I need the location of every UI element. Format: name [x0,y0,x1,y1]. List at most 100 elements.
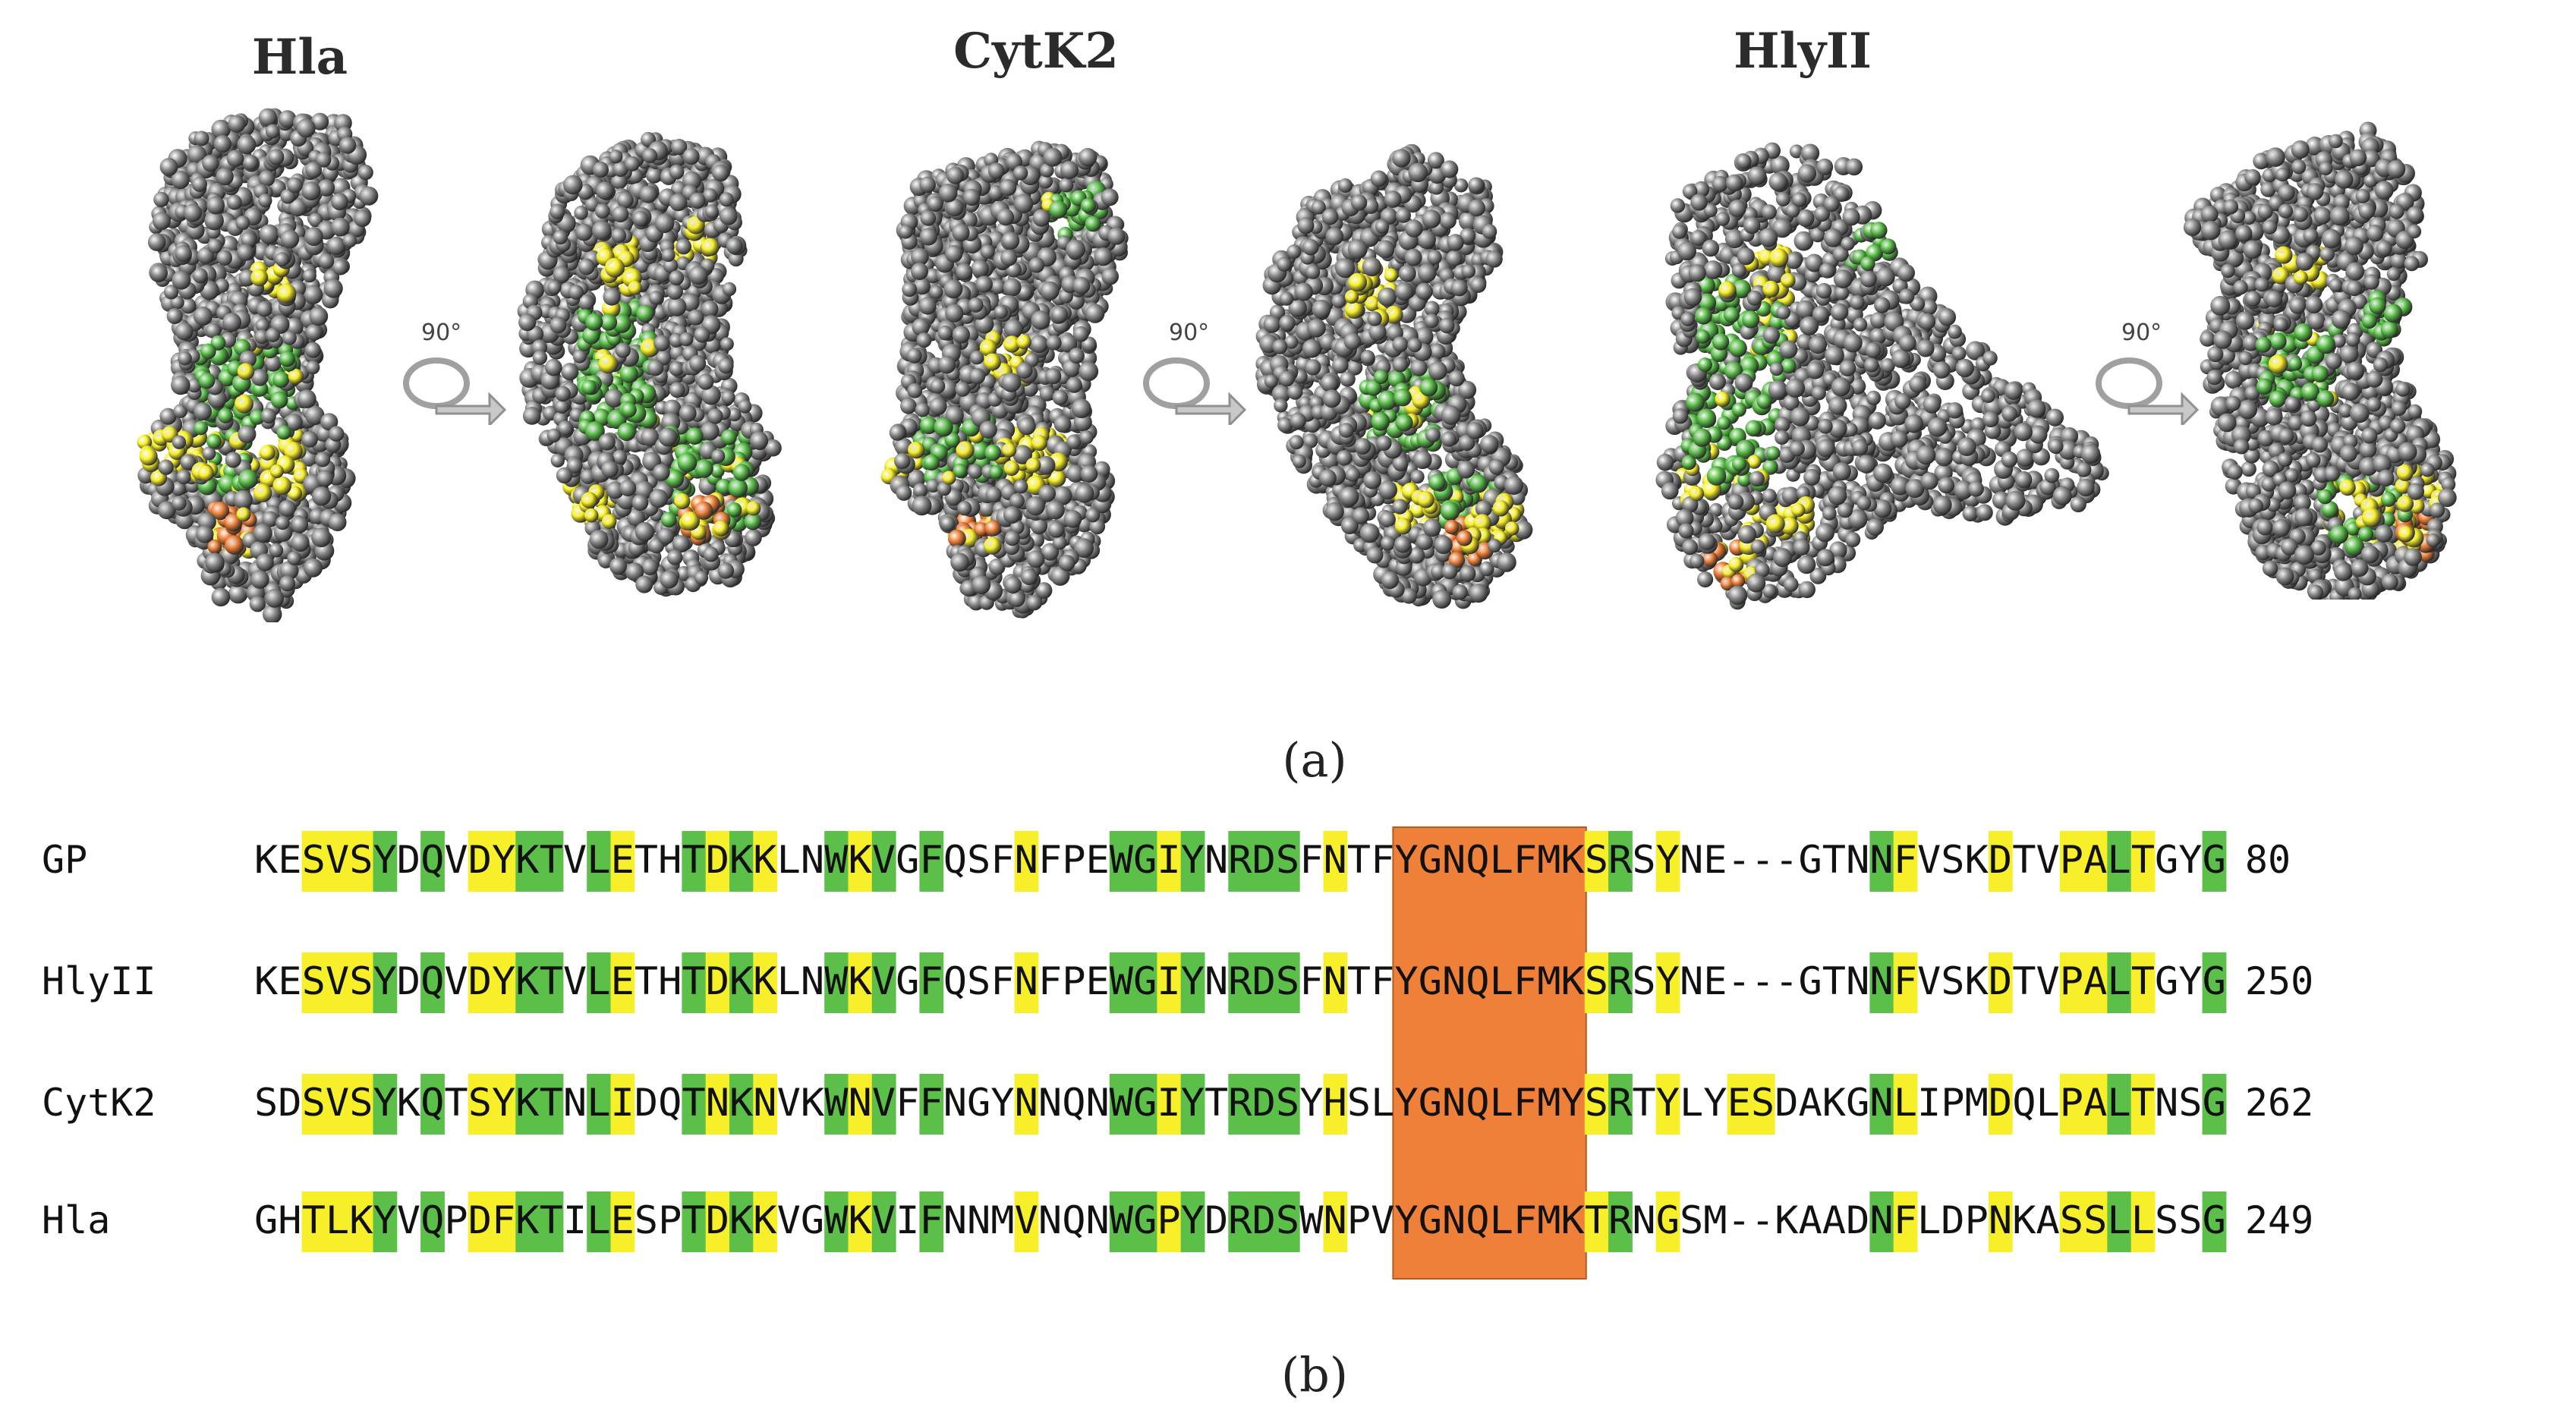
atom-sphere [316,152,332,168]
atom-sphere [688,309,704,326]
structure-title-hla: Hla [251,29,348,86]
atom-sphere [601,514,617,529]
atom-sphere [242,154,259,171]
atom-sphere [200,343,216,360]
atom-sphere [550,453,565,467]
hla-structure-rotated [517,131,782,597]
atom-sphere [611,173,628,190]
atom-sphere [304,342,321,358]
atom-sphere [550,316,567,334]
atom-sphere [902,282,918,297]
cytk2-structure-front [880,140,1129,619]
atom-sphere [631,494,649,512]
atom-sphere [1072,326,1089,342]
atom-sphere [253,523,272,543]
atom-sphere [318,253,335,269]
atom-sphere [653,335,670,351]
atom-sphere [251,369,269,386]
atom-sphere [582,326,600,345]
atom-sphere [304,405,325,426]
atom-sphere [974,522,989,537]
atom-sphere [276,425,291,440]
atom-sphere [235,216,250,231]
atom-sphere [205,552,225,572]
atom-sphere [330,217,350,237]
atom-sphere [1066,376,1082,393]
atom-sphere [685,427,704,445]
atom-sphere [694,459,713,478]
atom-sphere [598,433,616,451]
atom-sphere [237,244,254,261]
atom-sphere [694,501,713,520]
atom-sphere [726,237,743,254]
atom-sphere [260,445,276,461]
atom-sphere [639,185,657,203]
atom-sphere [269,543,284,558]
atom-sphere [193,307,213,326]
atom-sphere [236,507,251,522]
atom-sphere [738,399,752,414]
atom-sphere [180,454,197,471]
atom-sphere [720,337,734,351]
atom-sphere [710,463,725,478]
atom-sphere [238,269,256,287]
atom-sphere [1047,468,1066,487]
atom-sphere [291,533,310,552]
atom-sphere [956,441,975,460]
atom-sphere [1053,415,1072,433]
atom-sphere [719,192,734,207]
atom-sphere [280,229,300,249]
atom-sphere [913,277,931,295]
atom-sphere [703,546,719,562]
atom-sphere [720,207,738,225]
atom-sphere [305,324,323,341]
atom-sphere [669,270,685,286]
atom-sphere [308,212,323,228]
atom-sphere [703,188,717,203]
atom-sphere [255,318,269,332]
atom-sphere [288,368,304,385]
atom-sphere [547,280,562,294]
atom-sphere [171,170,190,189]
atom-sphere [304,227,323,246]
atom-sphere [649,489,669,508]
atom-sphere [585,421,605,441]
atom-sphere [264,354,282,372]
atom-sphere [265,327,280,342]
atom-sphere [1066,434,1082,449]
atom-sphere [287,551,301,565]
atom-sphere [636,304,654,323]
atom-sphere [615,342,631,358]
atom-sphere [665,469,685,489]
atom-sphere [596,181,614,200]
atom-sphere [647,359,664,376]
atom-sphere [555,386,571,402]
atom-sphere [679,332,694,347]
atom-sphere [284,442,303,461]
atom-sphere [553,229,568,245]
atom-sphere [275,252,289,267]
atom-sphere [254,483,272,502]
atom-sphere [302,269,316,283]
atom-sphere [276,515,290,530]
atom-sphere [744,512,762,530]
atom-sphere [288,486,302,501]
atom-sphere [732,464,751,481]
atom-sphere [578,294,595,311]
atom-sphere [727,408,742,422]
atom-sphere [675,238,691,255]
atom-sphere [194,131,209,146]
atom-sphere [1030,517,1048,535]
atom-sphere [940,516,956,531]
atom-sphere [545,358,562,376]
atom-sphere [265,124,280,139]
atom-sphere [237,363,255,380]
atom-sphere [711,449,726,463]
atom-sphere [1059,334,1078,353]
atom-sphere [984,520,1001,537]
atom-sphere [279,351,295,367]
atom-sphere [1038,174,1053,189]
atom-sphere [619,480,637,496]
atom-sphere [187,145,206,165]
atom-sphere [672,535,691,553]
